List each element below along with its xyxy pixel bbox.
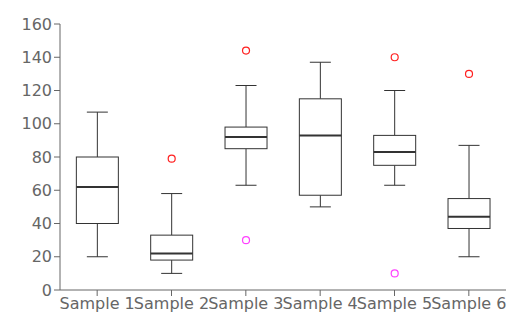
svg-text:40: 40 bbox=[32, 214, 52, 233]
svg-text:Sample 4: Sample 4 bbox=[283, 294, 358, 313]
svg-text:80: 80 bbox=[32, 148, 52, 167]
svg-text:Sample 2: Sample 2 bbox=[134, 294, 209, 313]
svg-text:Sample 6: Sample 6 bbox=[431, 294, 506, 313]
svg-text:120: 120 bbox=[21, 81, 52, 100]
svg-text:100: 100 bbox=[21, 114, 52, 133]
svg-text:0: 0 bbox=[42, 281, 52, 300]
svg-text:Sample 3: Sample 3 bbox=[208, 294, 283, 313]
svg-text:20: 20 bbox=[32, 247, 52, 266]
svg-text:Sample 1: Sample 1 bbox=[60, 294, 135, 313]
svg-text:160: 160 bbox=[21, 15, 52, 34]
svg-text:140: 140 bbox=[21, 48, 52, 67]
svg-text:60: 60 bbox=[32, 181, 52, 200]
svg-text:Sample 5: Sample 5 bbox=[357, 294, 432, 313]
